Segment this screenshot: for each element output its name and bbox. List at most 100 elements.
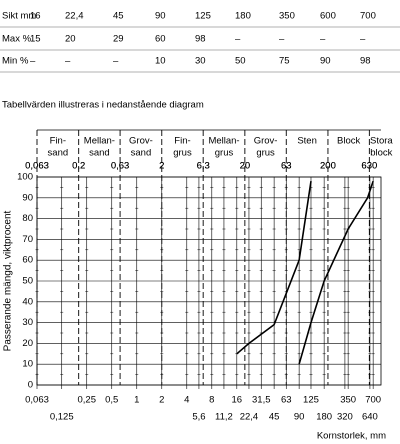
x-tick-label: 5,6 [192, 412, 205, 423]
zone-limit-label: 0,2 [72, 161, 85, 172]
y-tick-label: 50 [22, 276, 33, 287]
y-tick-label: 0 [28, 380, 33, 391]
y-tick-label: 30 [22, 317, 33, 328]
zone-limit-label: 0,63 [111, 161, 130, 172]
table-cell: 98 [360, 56, 371, 67]
x-tick-label: 640 [362, 412, 378, 423]
zone-label: Grov- [129, 136, 153, 147]
table-cell: 600 [320, 11, 336, 22]
curve [298, 180, 374, 365]
zone-limit-label: 2 [159, 161, 164, 172]
zone-label: grus [256, 148, 275, 159]
zone-label: Mellan- [208, 136, 239, 147]
table-cell: 180 [235, 11, 251, 22]
zone-label: sand [89, 148, 110, 159]
x-tick-label: 0,063 [25, 395, 49, 406]
table-cell: 16 [30, 11, 41, 22]
curve [236, 181, 312, 355]
zone-limit-label: 63 [281, 161, 292, 172]
x-tick-label: 8 [209, 395, 214, 406]
table-cell: – [320, 34, 326, 45]
table-cell: Max % [2, 34, 32, 45]
table-cell: 30 [195, 56, 206, 67]
x-tick-label: 320 [337, 412, 353, 423]
zone-limit-label: 6,3 [197, 161, 210, 172]
table-cell: – [235, 34, 241, 45]
table-cell: 125 [195, 11, 211, 22]
y-tick-label: 40 [22, 296, 33, 307]
y-tick-label: 70 [22, 234, 33, 245]
table-cell: – [113, 56, 119, 67]
x-tick-label: 0,25 [77, 395, 96, 406]
table-cell: 98 [195, 34, 206, 45]
zone-limit-label: 0,063 [25, 161, 49, 172]
zone-label: sand [48, 148, 69, 159]
table-cell: 22,4 [65, 11, 84, 22]
plot-frame [36, 176, 382, 386]
x-tick-label: 31,5 [252, 395, 271, 406]
zone-limit-label: 200 [320, 161, 336, 172]
zone-label: Block [337, 136, 360, 147]
table-cell: Sikt mm [2, 11, 36, 22]
zone-limit-label: 0,63 [111, 161, 130, 172]
x-tick-label: 125 [303, 395, 319, 406]
table-cell: 700 [360, 11, 376, 22]
zone-label: Sten [297, 136, 317, 147]
zone-label: Fin- [174, 136, 190, 147]
zone-limit-label: 630 [361, 161, 377, 172]
x-tick-label: 16 [232, 395, 243, 406]
zone-label: grus [173, 148, 192, 159]
x-tick-label: 45 [269, 412, 280, 423]
zone-label: grus [215, 148, 234, 159]
table-cell: 60 [155, 34, 166, 45]
y-tick-label: 80 [22, 213, 33, 224]
zone-label: Mellan- [84, 136, 115, 147]
caption: Tabellvärden illustreras i nedanstående … [2, 100, 204, 111]
zone-limit-label: 0,2 [72, 161, 85, 172]
zone-limit-label: 630 [361, 161, 377, 172]
zone-limit-label: 2 [159, 161, 164, 172]
y-tick-label: 10 [22, 359, 33, 370]
x-tick-label: 63 [281, 395, 292, 406]
table-cell: 90 [320, 56, 331, 67]
table-cell: 50 [235, 56, 246, 67]
zone-limit-label: 0,063 [25, 161, 49, 172]
zone-limit-label: 20 [240, 161, 251, 172]
x-tick-label: 90 [294, 412, 305, 423]
zone-label: sand [131, 148, 152, 159]
zone-limit-label: 6,3 [197, 161, 210, 172]
x-tick-label: 0,5 [105, 395, 118, 406]
table-cell: 20 [65, 34, 76, 45]
zone-limit-label: 20 [240, 161, 251, 172]
table-cell: – [279, 34, 285, 45]
x-tick-label: 11,2 [215, 412, 233, 423]
y-tick-label: 60 [22, 255, 33, 266]
x-tick-label: 350 [340, 395, 356, 406]
table-cell: 75 [279, 56, 290, 67]
table-cell: – [30, 56, 36, 67]
y-tick-label: 100 [17, 172, 33, 183]
zone-label: Stora [370, 136, 393, 147]
zone-label: block [370, 148, 392, 159]
y-axis-title: Passerande mängd, viktprocent [3, 210, 14, 351]
zone-limit-label: 200 [320, 161, 336, 172]
zone-limit-label: 63 [281, 161, 292, 172]
table-cell: Min % [2, 56, 29, 67]
table-cell: – [65, 56, 71, 67]
x-tick-label: 4 [184, 395, 189, 406]
table-cell: 29 [113, 34, 124, 45]
zone-label: Fin- [50, 136, 66, 147]
zone-label: Grov- [254, 136, 278, 147]
y-tick-label: 90 [22, 192, 33, 203]
x-tick-label: 700 [365, 395, 381, 406]
x-axis-title: Kornstorlek, mm [317, 431, 386, 442]
table-cell: 45 [113, 11, 124, 22]
x-tick-label: 22,4 [240, 412, 259, 423]
x-tick-label: 180 [316, 412, 332, 423]
x-tick-label: 1 [134, 395, 139, 406]
table-cell: – [360, 34, 366, 45]
table-cell: 350 [279, 11, 295, 22]
y-tick-label: 20 [22, 338, 33, 349]
x-tick-label: 2 [159, 395, 164, 406]
